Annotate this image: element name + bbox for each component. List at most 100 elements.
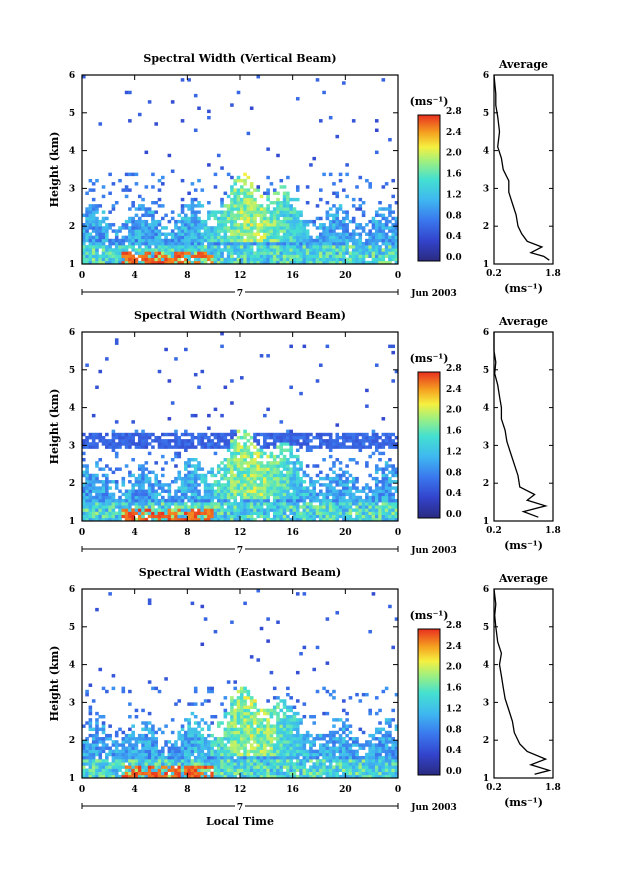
y-tick-label: 2 (69, 222, 75, 232)
colorbar-tick-label: 2.8 (446, 364, 462, 374)
average-x-label: (ms⁻¹) (504, 539, 543, 552)
average-y-tick-label: 4 (483, 404, 489, 414)
average-frame (493, 331, 554, 522)
colorbar-tick-label: 1.6 (446, 170, 462, 180)
colorbar-tick-label: 1.2 (446, 190, 462, 200)
y-tick-label: 4 (69, 661, 75, 671)
y-tick-label: 4 (69, 147, 75, 157)
average-profile-line (493, 74, 550, 261)
x-tick-label: 16 (286, 271, 299, 281)
y-tick-label: 5 (69, 623, 75, 633)
colorbar-tick-label: 0.4 (446, 232, 462, 242)
x-tick-label: 0 (395, 528, 401, 538)
x-tick-label: 8 (184, 785, 190, 795)
x-axis-label: Local Time (206, 815, 274, 828)
colorbar-tick-label: 2.8 (446, 621, 462, 631)
colorbar-tick-label: 0.0 (446, 253, 462, 263)
colorbar-unit: (ms⁻¹) (410, 352, 449, 365)
colorbar-tick-label: 2.0 (446, 149, 462, 159)
colorbar-tick-label: 0.8 (446, 468, 462, 478)
average-title: Average (498, 572, 548, 585)
colorbar-tick-label: 0.0 (446, 767, 462, 777)
day-label: 7 (237, 546, 243, 556)
colorbar-tick-label: 1.2 (446, 447, 462, 457)
y-tick-label: 5 (69, 366, 75, 376)
average-y-tick-label: 3 (483, 184, 489, 194)
x-tick-label: 0 (395, 785, 401, 795)
average-y-tick-label: 1 (483, 260, 489, 270)
y-tick-label: 1 (69, 517, 75, 527)
colorbar (417, 371, 441, 519)
y-tick-label: 5 (69, 109, 75, 119)
day-label-bg (235, 801, 245, 811)
average-profile-line (493, 588, 552, 775)
date-label: Jun 2003 (410, 803, 457, 813)
colorbar-tick-label: 1.6 (446, 684, 462, 694)
average-x-label: (ms⁻¹) (504, 796, 543, 809)
average-x-tick-label: 0.2 (486, 783, 502, 793)
average-y-tick-label: 1 (483, 517, 489, 527)
colorbar-tick-label: 0.0 (446, 510, 462, 520)
x-tick-label: 0 (395, 271, 401, 281)
colorbar-tick-label: 2.0 (446, 663, 462, 673)
x-tick-label: 0 (79, 271, 85, 281)
average-title: Average (498, 315, 548, 328)
y-tick-label: 6 (69, 585, 75, 595)
colorbar-tick-label: 2.4 (446, 128, 462, 138)
colorbar-tick-label: 1.2 (446, 704, 462, 714)
average-y-tick-label: 1 (483, 774, 489, 784)
average-y-tick-label: 5 (483, 109, 489, 119)
y-axis-label: Height (km) (48, 132, 61, 208)
colorbar (417, 628, 441, 776)
average-profile-line (493, 332, 548, 518)
colorbar-tick-label: 0.8 (446, 725, 462, 735)
average-y-tick-label: 5 (483, 623, 489, 633)
average-y-tick-label: 3 (483, 698, 489, 708)
colorbar-unit: (ms⁻¹) (410, 609, 449, 622)
x-tick-label: 16 (286, 785, 299, 795)
colorbar-tick-label: 0.4 (446, 746, 462, 756)
colorbar-tick-label: 2.4 (446, 385, 462, 395)
heatmap-cells (82, 589, 399, 779)
panel-title: Spectral Width (Vertical Beam) (143, 52, 336, 65)
heatmap-cells (82, 332, 399, 522)
average-x-tick-label: 1.8 (545, 269, 561, 279)
x-tick-label: 4 (132, 528, 138, 538)
x-tick-label: 20 (339, 528, 352, 538)
y-tick-label: 3 (69, 698, 75, 708)
average-y-tick-label: 2 (483, 222, 489, 232)
day-label-bg (235, 544, 245, 554)
average-x-tick-label: 0.2 (486, 526, 502, 536)
date-label: Jun 2003 (410, 546, 457, 556)
x-tick-label: 12 (234, 271, 247, 281)
x-tick-label: 0 (79, 785, 85, 795)
x-tick-label: 20 (339, 271, 352, 281)
y-axis-label: Height (km) (48, 389, 61, 465)
average-y-tick-label: 2 (483, 479, 489, 489)
panel-title: Spectral Width (Eastward Beam) (139, 566, 341, 579)
average-y-tick-label: 4 (483, 147, 489, 157)
average-y-tick-label: 2 (483, 736, 489, 746)
x-tick-label: 4 (132, 785, 138, 795)
heatmap-cells (82, 75, 399, 265)
average-y-tick-label: 6 (483, 328, 489, 338)
day-label-bg (235, 287, 245, 297)
x-tick-label: 8 (184, 271, 190, 281)
colorbar-tick-label: 2.0 (446, 406, 462, 416)
y-tick-label: 2 (69, 736, 75, 746)
x-tick-label: 16 (286, 528, 299, 538)
average-frame (493, 588, 554, 779)
colorbar-tick-label: 0.8 (446, 211, 462, 221)
y-tick-label: 3 (69, 184, 75, 194)
average-y-tick-label: 6 (483, 71, 489, 81)
y-axis-label: Height (km) (48, 646, 61, 722)
average-x-tick-label: 0.2 (486, 269, 502, 279)
x-tick-label: 0 (79, 528, 85, 538)
date-label: Jun 2003 (410, 289, 457, 299)
x-tick-label: 20 (339, 785, 352, 795)
average-x-tick-label: 1.8 (545, 783, 561, 793)
average-frame (493, 74, 554, 265)
average-y-tick-label: 3 (483, 441, 489, 451)
average-y-tick-label: 5 (483, 366, 489, 376)
